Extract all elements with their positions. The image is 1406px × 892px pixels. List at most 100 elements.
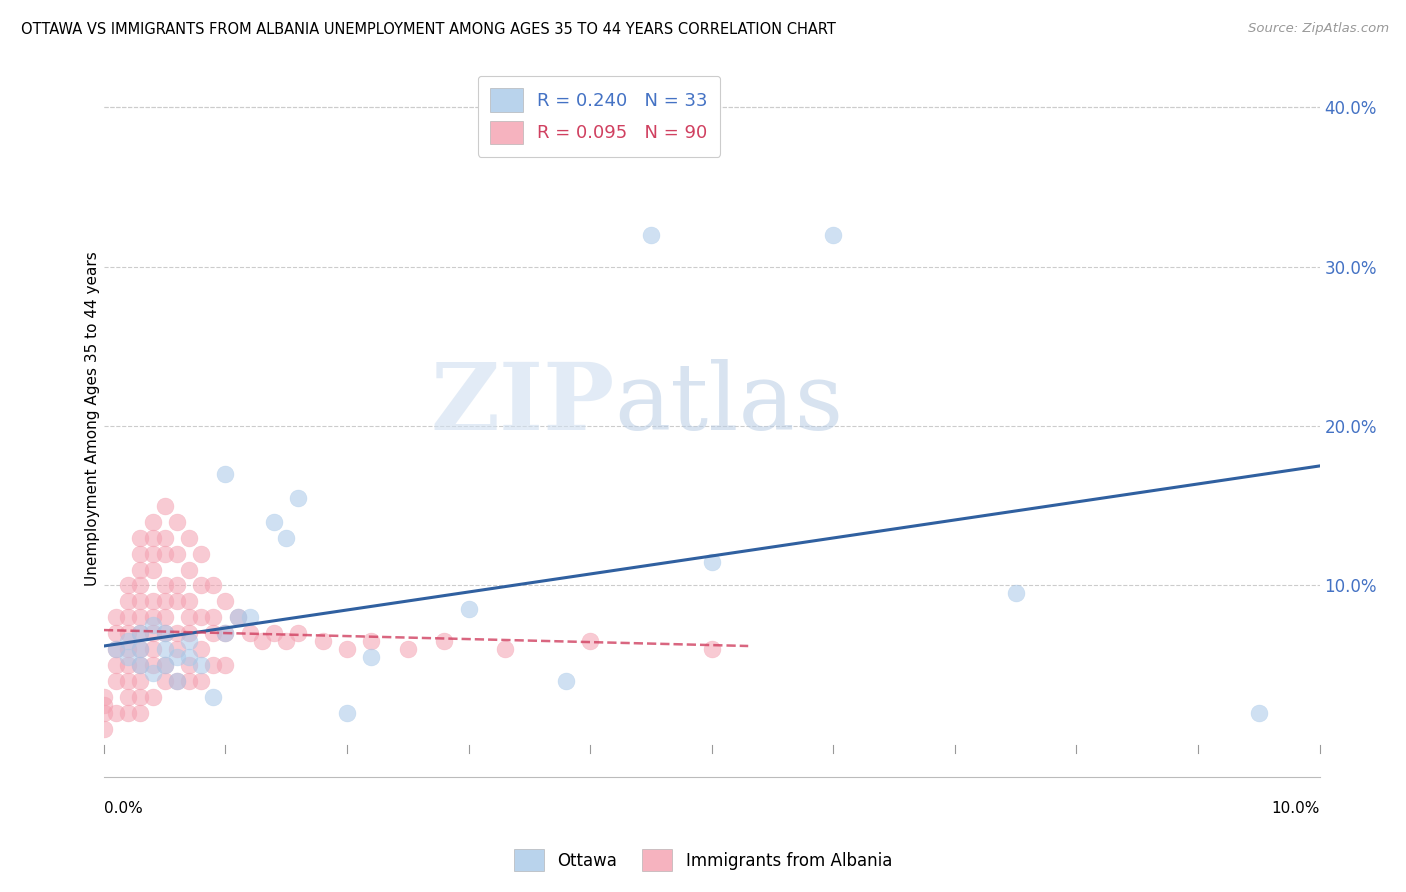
Y-axis label: Unemployment Among Ages 35 to 44 years: Unemployment Among Ages 35 to 44 years (86, 251, 100, 585)
Point (141, 658, 163, 673)
Point (153, 626, 176, 640)
Point (190, 658, 212, 673)
Point (190, 674, 212, 689)
Point (117, 610, 139, 624)
Text: ZIP: ZIP (430, 359, 614, 449)
Point (117, 674, 139, 689)
Point (312, 634, 335, 648)
Point (202, 690, 225, 704)
Point (117, 650, 139, 665)
Point (177, 626, 200, 640)
Point (129, 674, 152, 689)
Point (117, 690, 139, 704)
Point (153, 610, 176, 624)
Point (141, 690, 163, 704)
Point (93, 706, 115, 720)
Point (177, 610, 200, 624)
Point (141, 594, 163, 608)
Point (153, 658, 176, 673)
Point (129, 594, 152, 608)
Point (214, 594, 236, 608)
Point (129, 547, 152, 561)
Point (433, 634, 456, 648)
Point (336, 706, 359, 720)
Point (129, 690, 152, 704)
Point (153, 626, 176, 640)
Point (117, 594, 139, 608)
Point (202, 658, 225, 673)
Point (214, 626, 236, 640)
Point (214, 626, 236, 640)
Point (1247, 706, 1270, 720)
Point (166, 642, 188, 657)
Point (117, 634, 139, 648)
Text: 10.0%: 10.0% (1271, 800, 1320, 815)
Point (93, 698, 115, 712)
Point (177, 658, 200, 673)
Point (554, 674, 576, 689)
Point (250, 634, 273, 648)
Point (202, 578, 225, 592)
Legend: R = 0.240   N = 33, R = 0.095   N = 90: R = 0.240 N = 33, R = 0.095 N = 90 (478, 76, 720, 156)
Point (105, 642, 128, 657)
Point (190, 610, 212, 624)
Point (153, 642, 176, 657)
Point (177, 634, 200, 648)
Point (129, 642, 152, 657)
Point (153, 674, 176, 689)
Point (336, 642, 359, 657)
Point (226, 610, 249, 624)
Point (166, 674, 188, 689)
Point (276, 634, 298, 648)
Point (117, 706, 139, 720)
Point (263, 626, 285, 640)
Point (117, 578, 139, 592)
Point (166, 674, 188, 689)
Point (129, 642, 152, 657)
Point (141, 666, 163, 681)
Point (166, 650, 188, 665)
Point (202, 626, 225, 640)
Point (141, 610, 163, 624)
Point (177, 650, 200, 665)
Point (129, 658, 152, 673)
Point (360, 634, 382, 648)
Point (239, 610, 262, 624)
Point (177, 674, 200, 689)
Point (105, 658, 128, 673)
Text: atlas: atlas (614, 359, 844, 449)
Point (287, 626, 309, 640)
Point (700, 555, 723, 569)
Point (177, 594, 200, 608)
Point (190, 642, 212, 657)
Point (117, 642, 139, 657)
Point (129, 626, 152, 640)
Point (166, 547, 188, 561)
Point (93, 722, 115, 736)
Point (153, 578, 176, 592)
Point (214, 467, 236, 481)
Text: Source: ZipAtlas.com: Source: ZipAtlas.com (1249, 22, 1389, 36)
Point (287, 491, 309, 505)
Point (153, 658, 176, 673)
Point (105, 626, 128, 640)
Point (1004, 586, 1026, 600)
Text: 0.0%: 0.0% (104, 800, 142, 815)
Point (190, 547, 212, 561)
Point (153, 594, 176, 608)
Point (129, 610, 152, 624)
Legend: Ottawa, Immigrants from Albania: Ottawa, Immigrants from Albania (506, 841, 900, 880)
Point (141, 547, 163, 561)
Point (263, 515, 285, 529)
Point (129, 626, 152, 640)
Point (166, 626, 188, 640)
Point (640, 227, 662, 242)
Point (105, 642, 128, 657)
Point (141, 531, 163, 545)
Point (396, 642, 419, 657)
Point (129, 706, 152, 720)
Point (141, 626, 163, 640)
Point (276, 531, 298, 545)
Point (166, 578, 188, 592)
Point (226, 610, 249, 624)
